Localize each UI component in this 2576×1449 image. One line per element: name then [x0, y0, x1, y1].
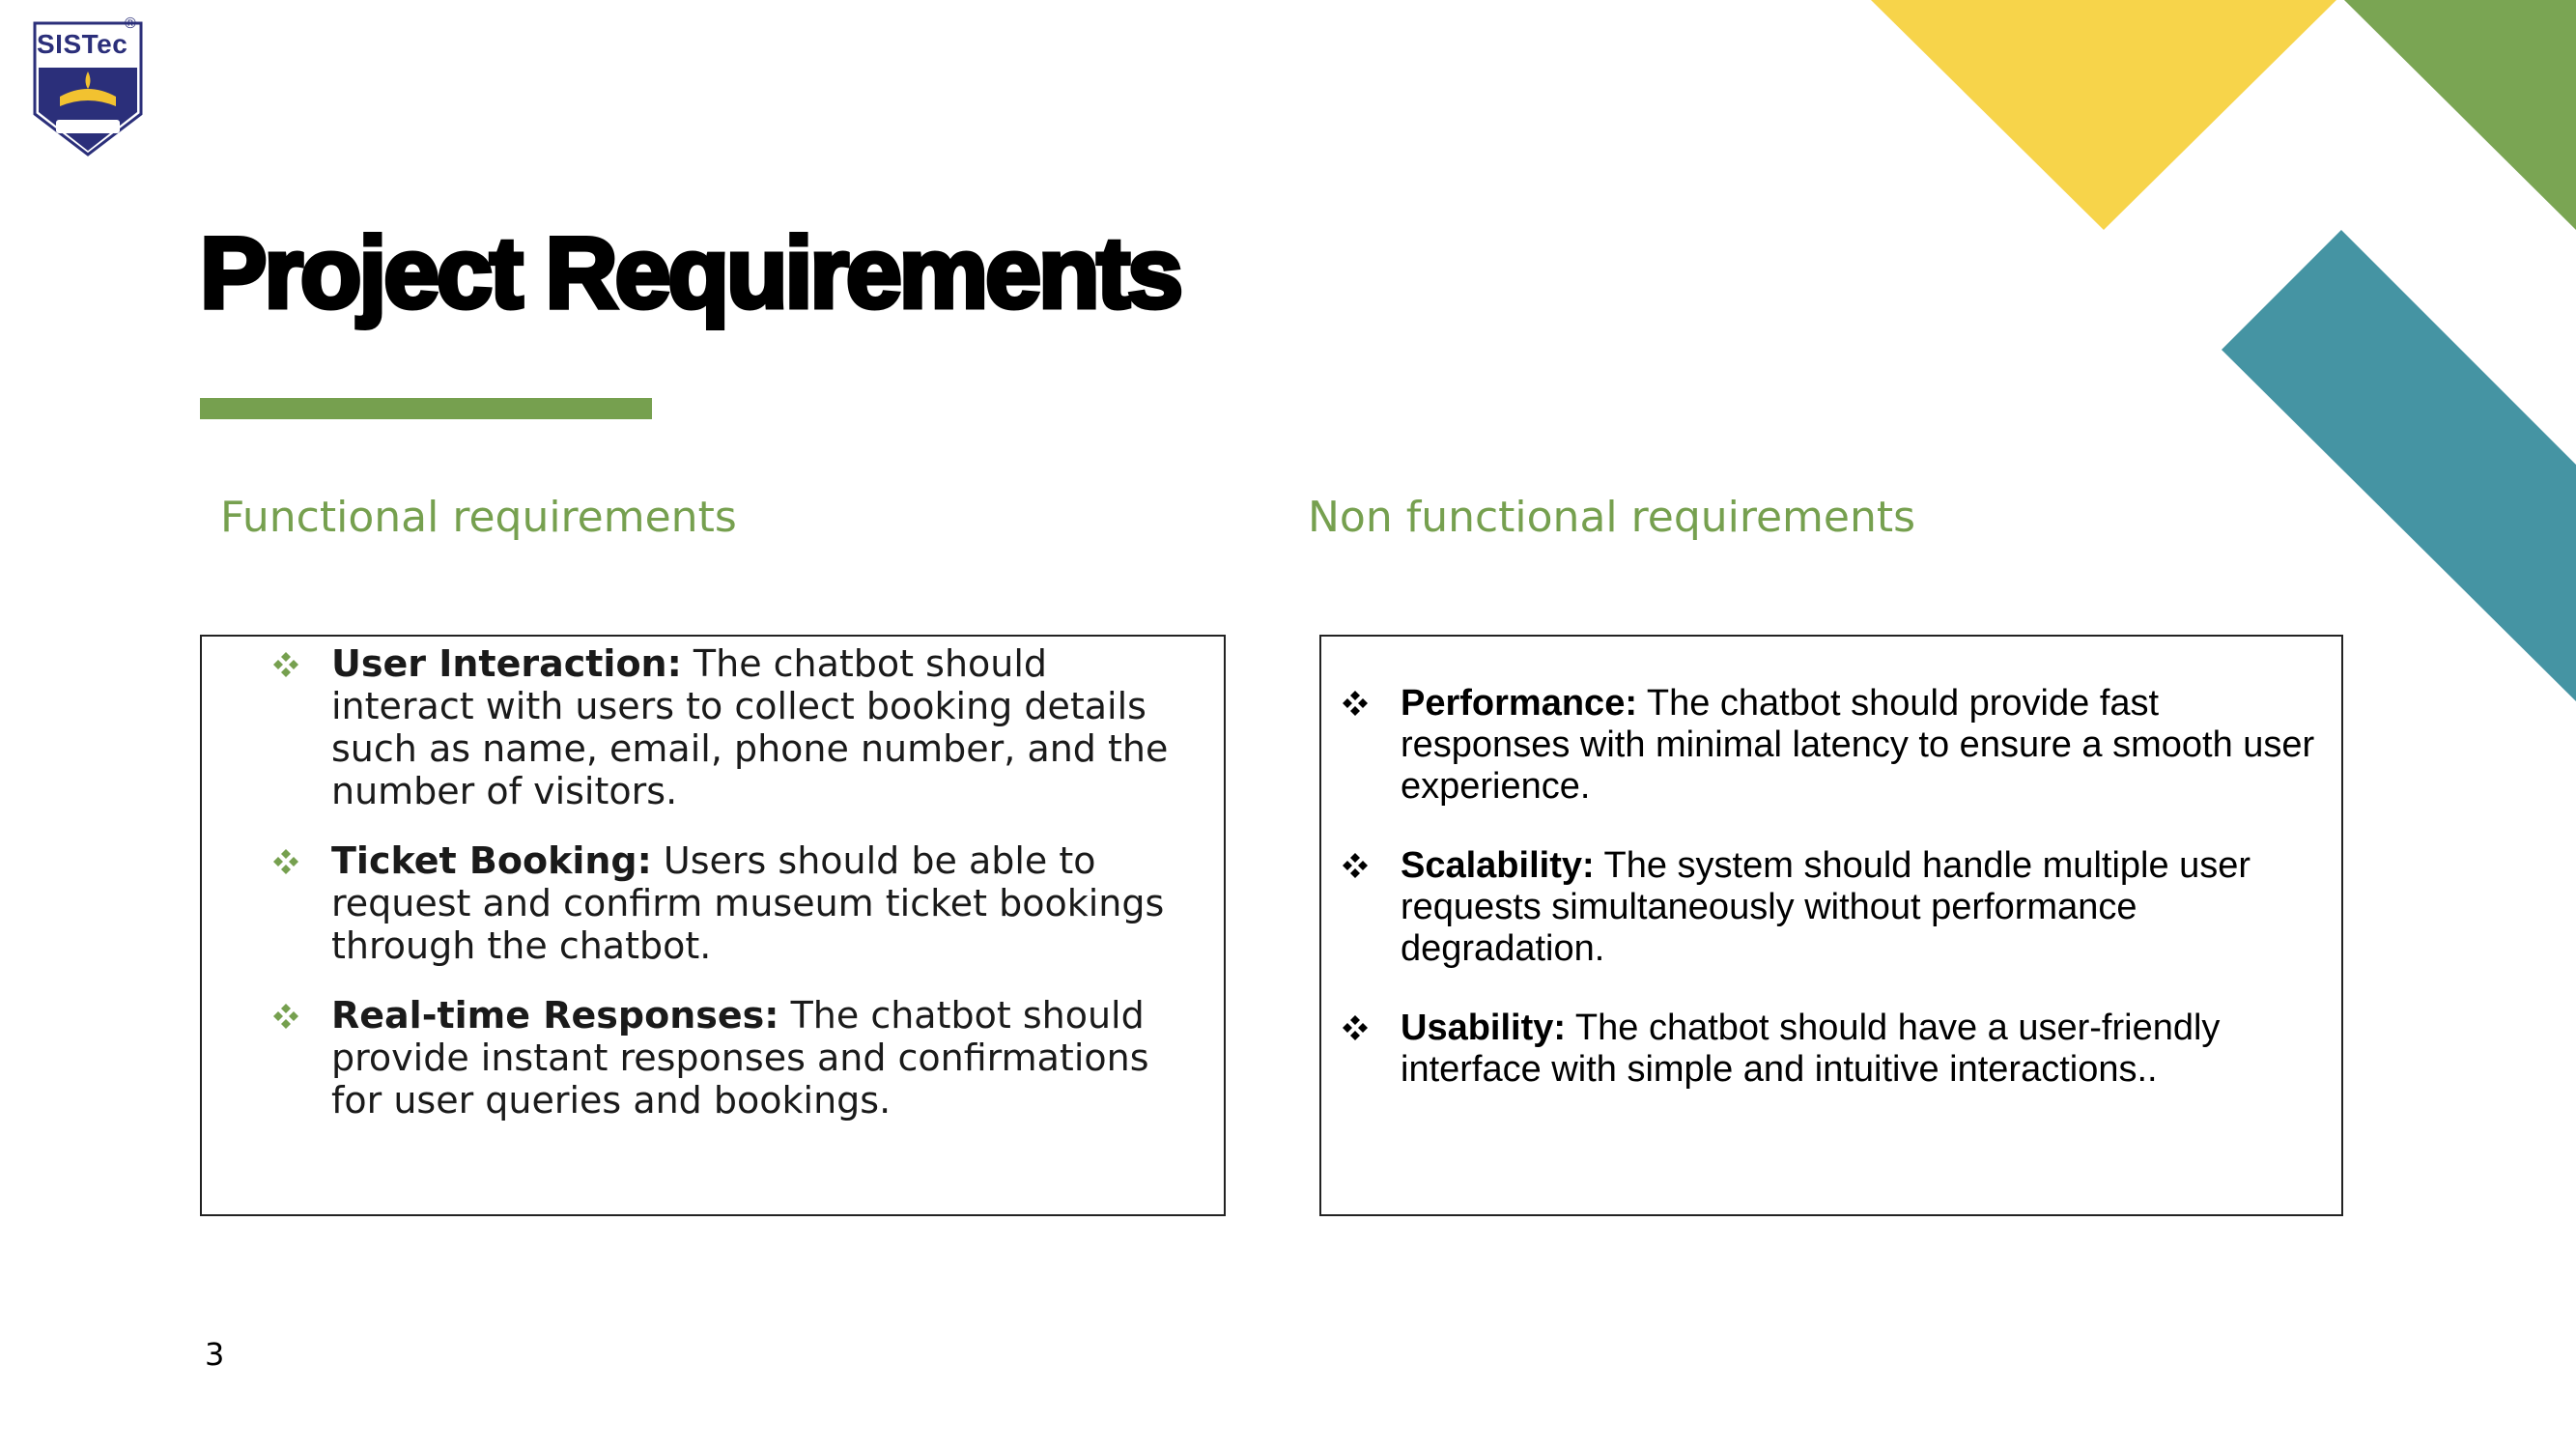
four-diamond-bullet-icon: [1343, 691, 1368, 716]
slide-title: Project Requirements: [198, 215, 1186, 332]
functional-requirements-heading: Functional requirements: [220, 493, 737, 542]
title-underline-bar: [200, 398, 652, 419]
four-diamond-bullet-icon: [273, 1004, 298, 1029]
teal-band-decoration: [2222, 230, 2576, 707]
requirement-label: Real-time Responses:: [331, 994, 779, 1037]
registered-mark: ®: [125, 15, 136, 32]
list-item: Usability: The chatbot should have a use…: [1341, 1008, 2316, 1091]
four-diamond-bullet-icon: [1343, 1015, 1368, 1040]
requirement-label: Ticket Booking:: [331, 839, 652, 882]
non-functional-requirements-heading: Non functional requirements: [1308, 493, 1916, 542]
non-functional-requirements-list: Performance: The chatbot should provide …: [1341, 683, 2316, 1128]
requirement-text: The chatbot should interact with users t…: [331, 642, 1169, 812]
requirement-label: Scalability:: [1401, 845, 1595, 886]
requirement-label: Performance:: [1401, 683, 1637, 724]
functional-requirements-box: User Interaction: The chatbot should int…: [200, 635, 1226, 1216]
requirement-text: The chatbot should provide fast response…: [1401, 683, 2315, 807]
requirement-text: The chatbot should have a user-friendly …: [1401, 1008, 2221, 1090]
requirement-label: Usability:: [1401, 1008, 1567, 1048]
requirement-text: Users should be able to request and conf…: [331, 839, 1165, 967]
four-diamond-bullet-icon: [1343, 853, 1368, 878]
green-triangle-decoration: [2344, 0, 2576, 232]
four-diamond-bullet-icon: [273, 652, 298, 677]
page-number: 3: [205, 1336, 225, 1373]
list-item: Performance: The chatbot should provide …: [1341, 683, 2316, 808]
shield-logo-icon: [33, 21, 143, 156]
yellow-triangle-decoration: [1871, 0, 2336, 230]
four-diamond-bullet-icon: [273, 849, 298, 874]
list-item: Real-time Responses: The chatbot should …: [271, 994, 1189, 1122]
requirement-text: The chatbot should provide instant respo…: [331, 994, 1149, 1122]
list-item: User Interaction: The chatbot should int…: [271, 642, 1189, 812]
requirement-label: User Interaction:: [331, 642, 682, 685]
functional-requirements-list: User Interaction: The chatbot should int…: [271, 642, 1189, 1149]
requirement-text: The system should handle multiple user r…: [1401, 845, 2251, 969]
logo-text: SISTec: [37, 29, 128, 59]
list-item: Scalability: The system should handle mu…: [1341, 845, 2316, 970]
list-item: Ticket Booking: Users should be able to …: [271, 839, 1189, 967]
sistec-logo: [31, 17, 145, 157]
non-functional-requirements-box: Performance: The chatbot should provide …: [1319, 635, 2343, 1216]
